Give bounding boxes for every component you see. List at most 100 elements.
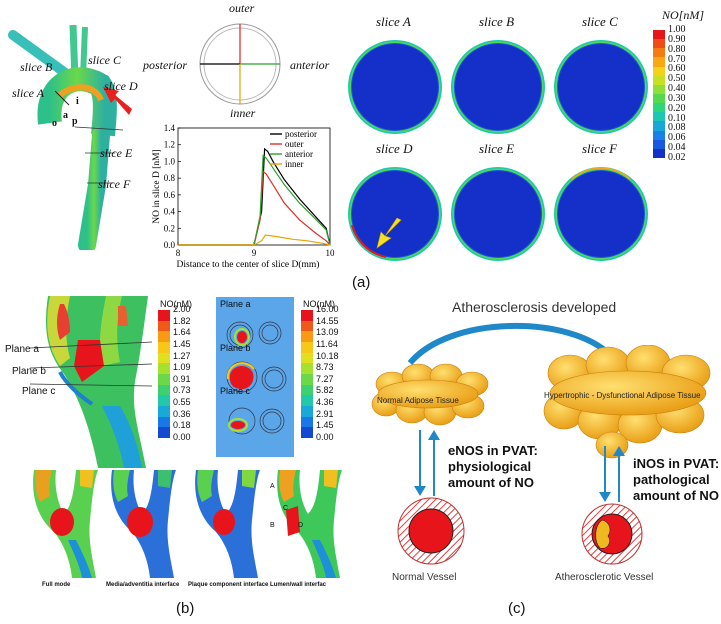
colorbar-tick-label: 0.70 (668, 53, 686, 65)
vessel-label-slice-c: slice C (88, 53, 121, 67)
dysfunctional-tissue-label: Hypertrophic - Dysfunctional Adipose Tis… (544, 391, 701, 400)
colorbar-tick-label: 0.30 (668, 92, 686, 104)
legend-label-anterior: anterior (285, 149, 313, 159)
atherosclerotic-vessel-icon (581, 503, 643, 565)
colorbar-tick-label: 0.20 (668, 102, 686, 114)
y-tick-label: 1.0 (164, 156, 176, 166)
colorbar-tick-label: 14.55 (316, 315, 339, 326)
compass-anterior-label: anterior (290, 58, 330, 72)
vessel-label-a: a (63, 110, 68, 121)
vessel-label-slice-e: slice E (100, 146, 133, 160)
colorbar-tick-label: 0.91 (173, 373, 191, 384)
slice-title: slice A (376, 14, 411, 29)
vessel-label-slice-a: slice A (12, 86, 45, 100)
colorbar-tick-label: 7.27 (316, 373, 334, 384)
colorbar-tick-label: 13.09 (316, 327, 339, 338)
x-tick-label: 9 (252, 248, 257, 258)
colorbar-tick-label: 0.04 (668, 142, 686, 154)
colorbar-swatch (653, 66, 665, 77)
inset-plane-a: Plane a (220, 299, 251, 309)
colorbar-tick-label: 0.02 (668, 152, 686, 163)
colorbar-tick-label: 16.00 (316, 304, 339, 314)
panel-c-title: Atherosclerosis developed (452, 299, 617, 315)
vessel-model-a (8, 24, 132, 250)
inos-text: iNOS in PVAT: pathological amount of NO (633, 456, 719, 504)
dysfunctional-adipose-tissue (543, 345, 711, 459)
colorbar-swatch (158, 374, 170, 386)
y-tick-label: 0.4 (164, 207, 176, 217)
y-tick-label: 1.4 (164, 123, 176, 133)
plane-c-label: Plane c (22, 386, 56, 397)
colorbar-swatch (653, 112, 665, 122)
colorbar-tick-label: 0.18 (173, 420, 191, 431)
red-arrow-icon (103, 87, 132, 115)
orientation-compass (199, 23, 281, 105)
enos-line-1: eNOS in PVAT: (448, 443, 538, 458)
model-plaque-component (195, 470, 260, 578)
y-tick-label: 0.0 (164, 240, 176, 250)
slice-title: slice F (582, 141, 618, 156)
slice-cross-section (451, 40, 545, 134)
slice-title: slice E (479, 141, 515, 156)
series-line-posterior (178, 147, 331, 246)
colorbar-tick-label: 0.60 (668, 63, 686, 75)
vessel-label-o: o (52, 118, 57, 129)
caption-lumen-wall: Lumen/wall interfac (270, 582, 327, 588)
colorbar-swatch (301, 363, 313, 375)
colorbar-swatch (158, 320, 170, 332)
colorbar-tick-label: 1.64 (173, 327, 191, 338)
point-c-label: C (283, 505, 289, 512)
colorbar-swatch (158, 352, 170, 364)
colorbar-tick-label: 2.91 (316, 408, 334, 419)
colorbar-tick-label: 1.00 (668, 24, 686, 35)
right-exchange-arrows (599, 446, 625, 502)
colorbar-tick-label: 11.64 (316, 338, 338, 349)
colorbar-swatch (158, 342, 170, 354)
colorbar-swatch (158, 310, 170, 322)
slice-cross-section (348, 167, 442, 261)
yellow-arrow-icon (376, 218, 402, 249)
plot-frame (177, 127, 331, 246)
y-tick-label: 0.2 (164, 223, 175, 233)
colorbar-swatch (653, 57, 665, 68)
colorbar-swatch (301, 395, 313, 407)
colorbar-tick-label: 1.27 (173, 350, 191, 361)
colorbar-swatch (301, 406, 313, 418)
colorbar-swatch (653, 30, 665, 40)
legend-label-inner: inner (285, 159, 304, 169)
colorbar-b-left-title: NO(nM) (160, 299, 192, 309)
vessel-label-slice-f: slice F (98, 177, 131, 191)
colorbar-tick-label: 1.45 (173, 338, 191, 349)
colorbar-tick-label: 1.82 (173, 315, 191, 326)
caption-plaque-component: Plaque component interface (188, 582, 269, 588)
colorbar-swatch (301, 320, 313, 332)
y-axis-label: NO in slice D [nM] (152, 149, 162, 223)
colorbar-tick-label: 0.00 (316, 432, 334, 442)
plane-b-label: Plane b (12, 366, 46, 377)
slice-title: slice D (376, 141, 413, 156)
colorbar-swatch (158, 406, 170, 418)
normal-adipose-tissue (371, 363, 489, 426)
slice-title: slice C (582, 14, 618, 29)
inset-plane-c: Plane c (220, 386, 251, 396)
colorbar-tick-label: 0.00 (173, 432, 191, 442)
vessel-label-p: p (72, 116, 78, 127)
colorbar-tick-label: 0.08 (668, 122, 686, 134)
vessel-label-slice-b: slice B (20, 60, 53, 74)
legend-label-outer: outer (285, 139, 304, 149)
colorbar-swatch (653, 48, 665, 58)
colorbar-swatch (653, 148, 665, 159)
colorbar-swatch (301, 374, 313, 386)
cross-section-inset (216, 297, 294, 457)
colorbar-tick-label: 1.09 (173, 362, 191, 373)
colorbar-swatch (301, 384, 313, 396)
inset-plane-b: Plane b (220, 343, 251, 353)
slice-cross-section (554, 167, 648, 261)
colorbar-swatch (653, 121, 665, 132)
colorbar-tick-label: 0.73 (173, 385, 191, 396)
colorbar-tick-label: 0.10 (668, 112, 686, 124)
compass-posterior-label: posterior (143, 58, 188, 72)
colorbar-tick-label: 0.80 (668, 43, 686, 55)
normal-vessel-label: Normal Vessel (392, 572, 457, 583)
inos-line-1: iNOS in PVAT: (633, 456, 720, 471)
